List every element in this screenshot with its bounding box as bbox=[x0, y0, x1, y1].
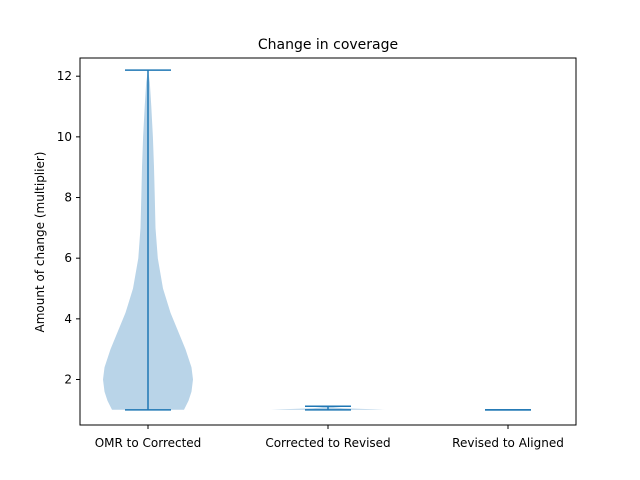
x-tick-label: Corrected to Revised bbox=[265, 436, 390, 450]
y-tick-label: 10 bbox=[57, 130, 72, 144]
y-tick-label: 2 bbox=[64, 373, 72, 387]
y-axis-label: Amount of change (multiplier) bbox=[33, 152, 47, 333]
violin-series bbox=[103, 69, 531, 411]
y-tick-label: 8 bbox=[64, 191, 72, 205]
y-axis-ticks: 2 4 6 8 10 12 bbox=[57, 69, 80, 387]
x-tick-label: OMR to Corrected bbox=[95, 436, 202, 450]
y-tick-label: 4 bbox=[64, 312, 72, 326]
y-tick-label: 12 bbox=[57, 69, 72, 83]
plot-frame bbox=[79, 57, 577, 426]
chart-title: Change in coverage bbox=[258, 37, 398, 53]
y-tick-label: 6 bbox=[64, 251, 72, 265]
x-axis-ticks: OMR to Corrected Corrected to Revised Revi… bbox=[95, 425, 564, 450]
x-tick-label: Revised to Aligned bbox=[452, 436, 564, 450]
